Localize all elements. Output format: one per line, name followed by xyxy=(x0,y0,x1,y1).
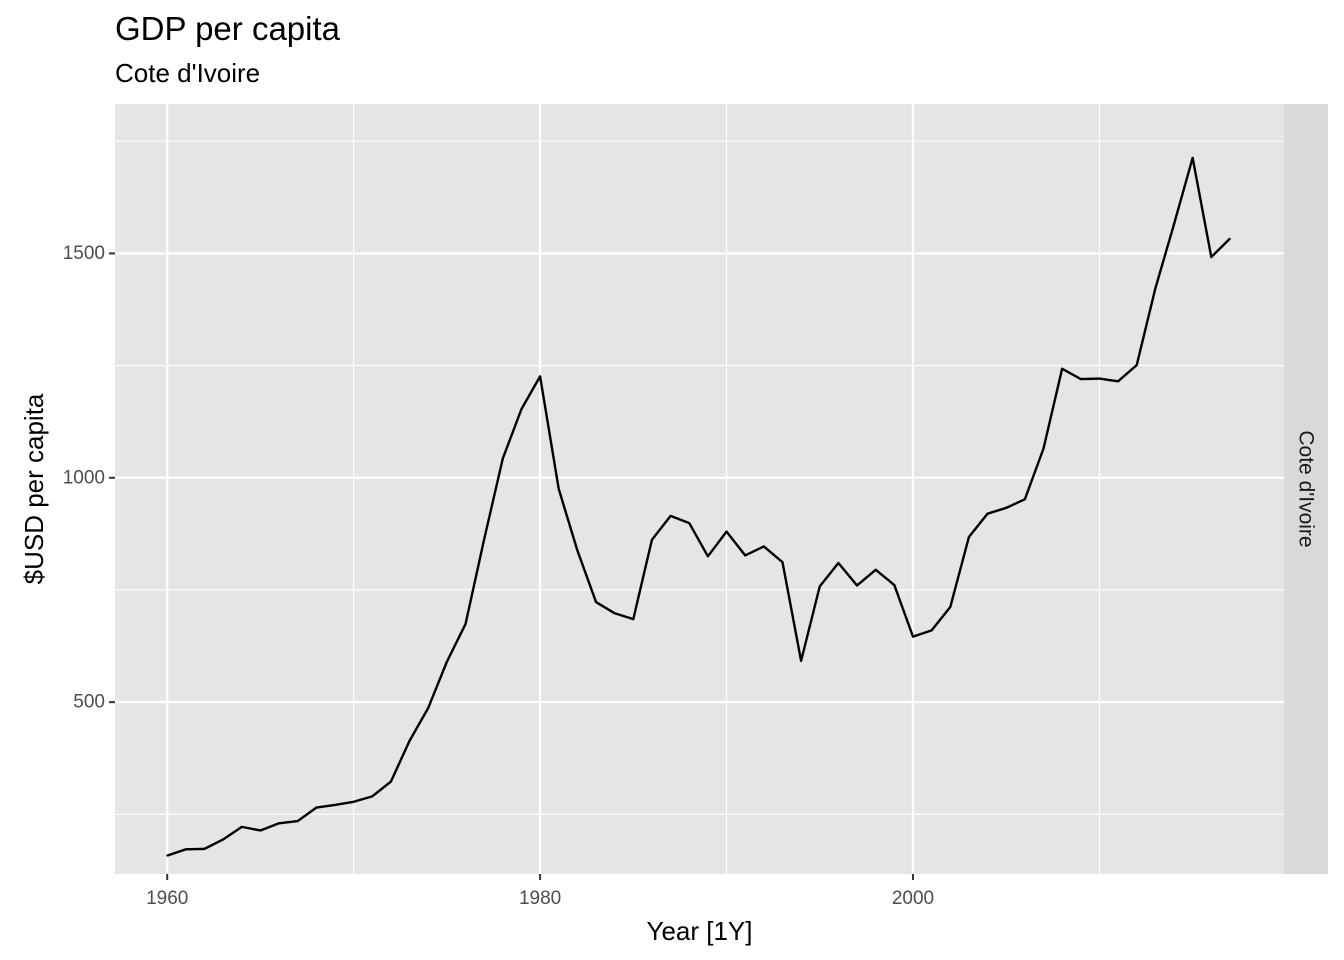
data-point xyxy=(315,806,318,809)
series-line xyxy=(166,156,1231,857)
data-point xyxy=(464,623,467,625)
data-point xyxy=(1229,237,1231,240)
data-point xyxy=(1061,367,1064,370)
data-point xyxy=(800,659,803,662)
data-point xyxy=(520,408,523,411)
data-point xyxy=(613,612,616,615)
data-point xyxy=(1079,378,1082,380)
y-tick-label: 500 xyxy=(73,692,105,713)
y-axis-title: $USD per capita xyxy=(19,393,49,584)
data-point xyxy=(1154,287,1157,290)
data-point xyxy=(632,618,635,621)
data-point xyxy=(390,780,392,783)
data-point xyxy=(1005,506,1008,509)
data-point xyxy=(1042,447,1045,450)
x-axis: 1960 1980 2000 xyxy=(146,874,934,909)
data-point xyxy=(912,635,914,638)
data-point xyxy=(874,568,877,571)
x-axis-title: Year [1Y] xyxy=(646,916,752,946)
data-point xyxy=(371,795,374,798)
data-point xyxy=(278,822,280,825)
y-tick-label: 1500 xyxy=(63,243,105,264)
data-point xyxy=(184,848,187,851)
data-point xyxy=(968,536,970,538)
data-point xyxy=(1098,377,1101,380)
chart-subtitle: Cote d'Ivoire xyxy=(115,58,260,88)
data-point xyxy=(837,562,840,564)
data-point xyxy=(483,538,486,541)
chart-title: GDP per capita xyxy=(115,10,341,47)
data-point xyxy=(576,549,579,552)
data-point xyxy=(781,561,784,564)
major-gridlines xyxy=(115,104,1284,874)
data-point xyxy=(856,584,858,587)
data-point xyxy=(1117,380,1119,383)
data-point xyxy=(296,820,299,822)
minor-gridlines xyxy=(115,104,1284,874)
facet-strip-label: Cote d'Ivoire xyxy=(1295,430,1318,547)
data-point xyxy=(259,829,262,832)
data-point xyxy=(334,803,336,806)
data-point xyxy=(986,512,989,515)
data-point xyxy=(1173,223,1175,226)
data-point xyxy=(651,538,653,541)
data-point xyxy=(166,854,169,857)
data-point xyxy=(725,530,728,533)
data-point xyxy=(818,585,821,588)
data-point xyxy=(539,375,541,378)
data-point xyxy=(949,606,952,608)
data-point xyxy=(595,601,597,603)
data-point xyxy=(445,660,448,663)
data-point xyxy=(930,629,933,632)
data-point xyxy=(427,707,430,709)
data-point xyxy=(1135,364,1138,367)
data-point xyxy=(557,488,560,490)
y-tick-label: 1000 xyxy=(63,467,105,488)
data-point xyxy=(1023,498,1026,501)
series-layer xyxy=(166,156,1231,857)
facet-strip xyxy=(1284,104,1328,874)
data-point xyxy=(1210,256,1213,258)
data-point xyxy=(222,838,225,841)
plot-panel xyxy=(115,104,1284,874)
x-tick-label: 2000 xyxy=(892,888,934,909)
x-tick-label: 1960 xyxy=(146,888,188,909)
y-axis: 500 1000 1500 xyxy=(63,243,115,713)
data-point xyxy=(893,584,896,586)
data-point xyxy=(1191,156,1194,159)
data-point xyxy=(501,457,504,460)
data-point xyxy=(352,800,355,803)
data-point xyxy=(688,522,691,525)
data-point xyxy=(762,545,765,548)
data-point xyxy=(408,739,411,742)
data-point xyxy=(744,554,747,557)
data-point xyxy=(669,515,672,517)
data-point xyxy=(706,555,709,558)
data-point xyxy=(203,847,206,850)
data-point xyxy=(240,825,243,828)
x-tick-label: 1980 xyxy=(519,888,561,909)
